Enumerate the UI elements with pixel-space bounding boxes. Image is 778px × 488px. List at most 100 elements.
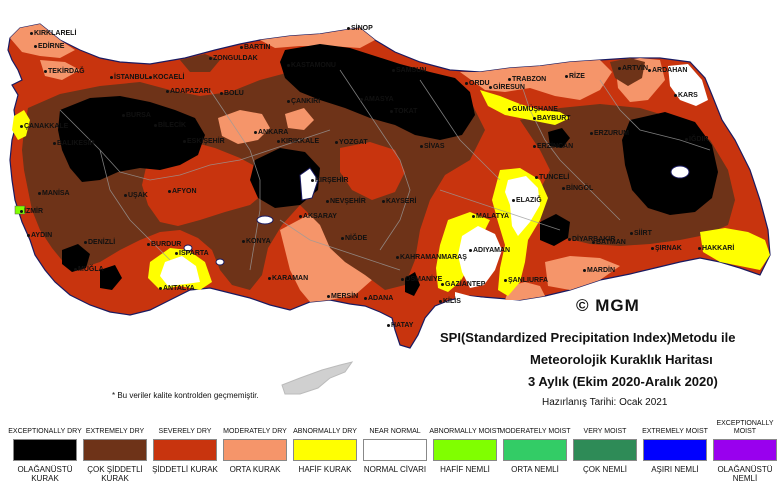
city-dot (44, 70, 47, 73)
city-label: TRABZON (512, 76, 547, 83)
city-dot (439, 300, 442, 303)
city-label: ARTVİN (622, 65, 649, 72)
city-label: AFYON (172, 188, 197, 195)
city-dot (20, 125, 23, 128)
city-label: SAMSUN (396, 67, 427, 74)
title-line-1: SPI(Standardized Precipitation Index)Met… (440, 330, 736, 345)
title-line-3: 3 Aylık (Ekim 2020-Aralık 2020) (528, 374, 718, 389)
city-label: YOZGAT (339, 139, 368, 146)
city-label: MERSİN (331, 293, 359, 300)
city-dot (110, 76, 113, 79)
city-label: AKSARAY (303, 213, 337, 220)
city-dot (209, 57, 212, 60)
city-dot (512, 199, 515, 202)
city-dot (568, 238, 571, 241)
city-dot (535, 176, 538, 179)
legend-label-tr: NORMAL CİVARI (363, 465, 427, 474)
city-dot (392, 69, 395, 72)
city-dot (648, 69, 651, 72)
city-dot (565, 75, 568, 78)
city-label: KAHRAMANMARAŞ (400, 254, 467, 261)
city-dot (327, 295, 330, 298)
city-label: BATMAN (596, 239, 626, 246)
legend-item: MODERATELY DRY ORTA KURAK (218, 418, 292, 474)
legend-item: EXCEPTIONALLY DRY OLAĞANÜSTÜ KURAK (8, 418, 82, 483)
city-label: ERZURUM (594, 130, 629, 137)
city-dot (651, 247, 654, 250)
city-label: İZMİR (24, 208, 44, 215)
legend-label-tr: ŞİDDETLİ KURAK (152, 465, 218, 474)
city-dot (630, 232, 633, 235)
legend-item: ABNORMALLY DRY HAFİF KURAK (288, 418, 362, 474)
city-label: KASTAMONU (291, 62, 336, 69)
city-dot (175, 252, 178, 255)
drought-map (7, 23, 771, 395)
city-label: GÜMÜŞHANE (512, 106, 558, 113)
legend-label-en: EXTREMELY MOIST (642, 428, 708, 435)
city-dot (20, 210, 23, 213)
city-dot (469, 249, 472, 252)
city-dot (254, 131, 257, 134)
city-dot (390, 110, 393, 113)
city-dot (685, 138, 688, 141)
city-label: NİĞDE (345, 235, 368, 242)
city-label: IĞDIR (689, 136, 709, 143)
city-dot (299, 215, 302, 218)
city-dot (183, 140, 186, 143)
city-label: ANTALYA (163, 285, 195, 292)
city-dot (590, 132, 593, 135)
city-dot (147, 243, 150, 246)
legend-swatch (83, 439, 147, 461)
legend-swatch (713, 439, 777, 461)
city-dot (287, 100, 290, 103)
city-dot (508, 78, 511, 81)
city-label: GAZİANTEP (445, 281, 486, 288)
city-dot (53, 142, 56, 145)
city-label: MUĞLA (78, 266, 104, 273)
city-dot (27, 234, 30, 237)
city-dot (489, 86, 492, 89)
city-dot (30, 32, 33, 35)
city-label: BOLU (224, 90, 244, 97)
legend-label-en: VERY MOIST (583, 428, 627, 435)
city-label: TOKAT (394, 108, 418, 115)
legend-swatch (503, 439, 567, 461)
city-dot (674, 94, 677, 97)
city-dot (562, 187, 565, 190)
city-dot (382, 200, 385, 203)
legend-label-tr: ÇOK NEMLİ (582, 465, 627, 474)
city-dot (401, 278, 404, 281)
city-label: ADAPAZARI (170, 88, 211, 95)
city-label: ARDAHAN (652, 67, 688, 74)
lakes (183, 165, 690, 266)
city-label: SİİRT (634, 230, 652, 237)
city-label: KONYA (246, 238, 271, 245)
city-label: KARS (678, 92, 698, 99)
legend-label-en: ABNORMALLY DRY (293, 428, 357, 435)
city-dot (387, 324, 390, 327)
legend-item: VERY MOIST ÇOK NEMLİ (568, 418, 642, 474)
city-label: SİNOP (351, 25, 373, 32)
city-label: BAYBURT (537, 115, 571, 122)
city-label: MARDİN (587, 267, 615, 274)
city-label: HATAY (391, 322, 414, 329)
city-label: OSMANİYE (405, 276, 443, 283)
city-label: MALATYA (476, 213, 510, 220)
city-dot (335, 141, 338, 144)
legend-item: SEVERELY DRY ŞİDDETLİ KURAK (148, 418, 222, 474)
city-dot (583, 269, 586, 272)
legend-label-tr: OLAĞANÜSTÜ NEMLİ (717, 465, 773, 483)
city-label: ZONGULDAK (213, 55, 258, 62)
legend-label-tr: ORTA KURAK (229, 465, 281, 474)
city-dot (364, 297, 367, 300)
city-dot (592, 241, 595, 244)
city-dot (618, 67, 621, 70)
legend-label-tr: HAFİF NEMLİ (440, 465, 490, 474)
quality-note: * Bu veriler kalite kontrolden geçmemişt… (112, 391, 259, 400)
legend-swatch (293, 439, 357, 461)
city-label: AYDIN (31, 232, 53, 239)
legend-item: NEAR NORMAL NORMAL CİVARI (358, 418, 432, 474)
city-dot (159, 287, 162, 290)
legend-label-en: EXTREMELY DRY (85, 428, 145, 435)
city-label: BİNGÖL (566, 185, 594, 192)
